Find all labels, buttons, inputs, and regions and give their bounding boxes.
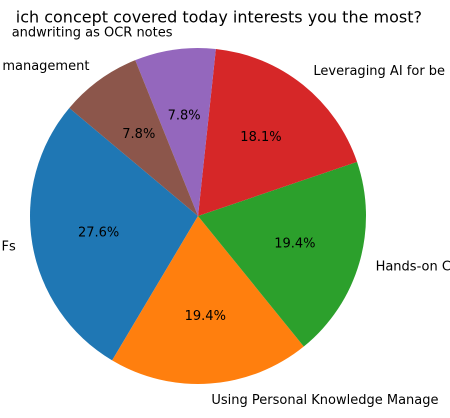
slice-label: Fs [2,239,16,254]
slice-label: Leveraging AI for be [313,64,445,79]
value-label: 7.8% [122,127,155,142]
value-label: 18.1% [240,130,281,145]
value-label: 19.4% [185,309,226,324]
pie-slice [135,48,216,217]
pie-slice [69,60,198,216]
value-label: 19.4% [274,236,315,251]
pie-slice [29,108,199,361]
pie-slice [198,48,358,216]
pie-slice [198,161,366,347]
value-label: 7.8% [168,109,201,124]
pie-slice [112,216,304,384]
slice-label: andwriting as OCR notes [12,25,173,40]
value-label: 27.6% [78,225,119,240]
slice-label: Using Personal Knowledge Manage [211,393,438,408]
slice-label: Hands-on C [376,260,450,275]
chart-title: ich concept covered today interests you … [16,8,422,27]
slice-label: management [2,59,89,74]
